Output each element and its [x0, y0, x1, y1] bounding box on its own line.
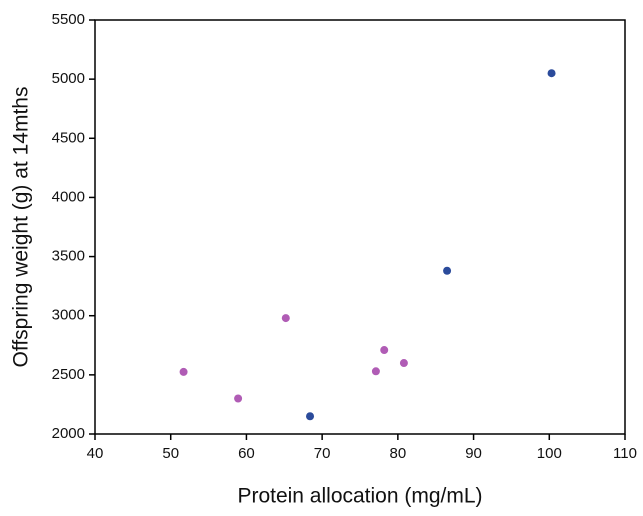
point [234, 394, 243, 403]
x-tick-label: 40 [87, 445, 104, 462]
x-tick-label: 100 [537, 445, 562, 462]
x-axis-title: Protein allocation (mg/mL) [237, 485, 482, 508]
x-tick-label: 70 [314, 445, 331, 462]
point [380, 346, 389, 355]
x-tick-label: 60 [238, 445, 255, 462]
y-tick-label: 5000 [52, 70, 85, 87]
y-tick-label: 4500 [52, 129, 85, 146]
point [281, 314, 290, 323]
y-axis-title: Offspring weight (g) at 14mths [10, 87, 33, 368]
y-tick-label: 3500 [52, 248, 85, 265]
x-tick-label: 50 [162, 445, 179, 462]
plot-frame [94, 19, 626, 435]
point [371, 367, 380, 376]
point [179, 367, 188, 376]
y-tick-label: 3000 [52, 307, 85, 324]
point [547, 69, 556, 78]
y-tick-label: 5500 [52, 11, 85, 28]
x-tick-label: 80 [390, 445, 407, 462]
point [399, 359, 408, 368]
y-tick-label: 2000 [52, 425, 85, 442]
point [443, 266, 452, 275]
y-tick-label: 4000 [52, 188, 85, 205]
y-tick-label: 2500 [52, 366, 85, 383]
x-tick-label: 110 [613, 445, 637, 462]
point [306, 412, 315, 421]
x-tick-label: 90 [465, 445, 482, 462]
